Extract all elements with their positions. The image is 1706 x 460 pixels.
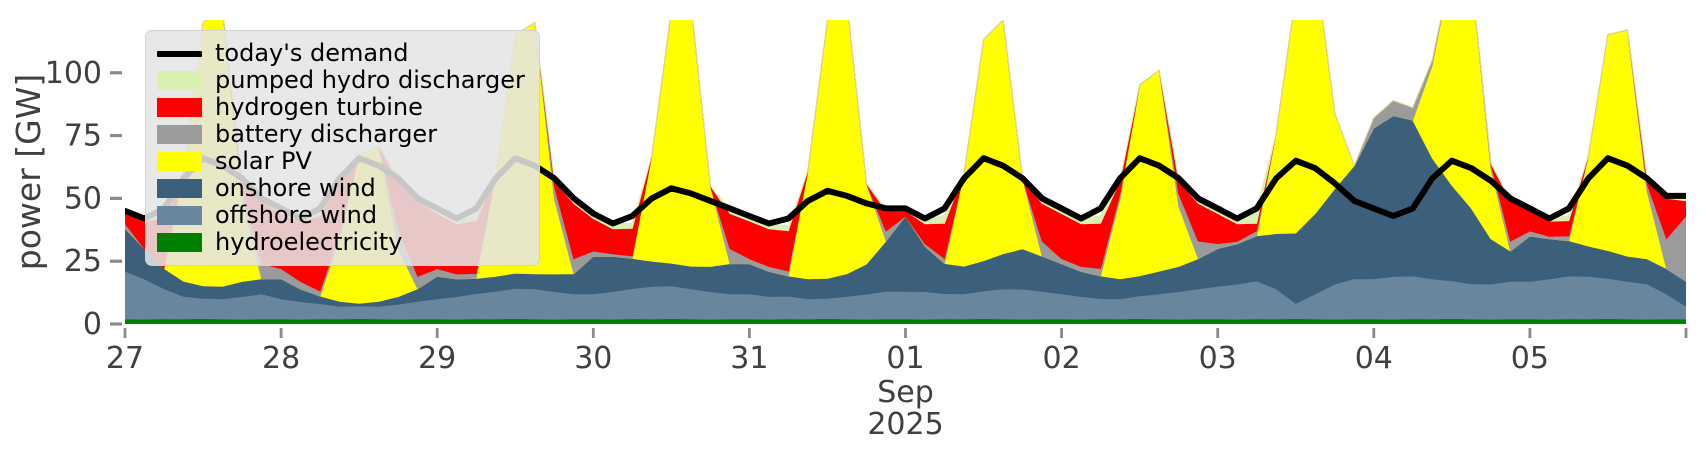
legend-label: battery discharger [215,120,438,148]
y-tick-label: 100 [45,56,102,91]
legend-item-solar-pv: solar PV [157,148,525,175]
legend-label: solar PV [215,147,312,175]
chart-legend: today's demand pumped hydro discharger hyd… [145,30,540,266]
hydrogen-turbine-swatch [157,98,202,117]
x-tick-label: 28 [262,341,300,376]
x-tick-label: 29 [418,341,456,376]
y-tick-label: 0 [83,307,102,342]
pumped-hydro-discharger-swatch [157,71,202,90]
legend-label: onshore wind [215,174,376,202]
legend-item-onshore-wind: onshore wind [157,175,525,202]
x-tick-label: 02 [1043,341,1081,376]
offshore-wind-swatch [157,206,202,225]
x-axis-year-label: 2025 [867,407,943,442]
legend-item-hydroelectricity: hydroelectricity [157,229,525,256]
legend-label: hydroelectricity [215,228,403,256]
x-tick-label: 03 [1199,341,1237,376]
x-tick-label: 30 [574,341,612,376]
legend-label: today's demand [215,39,409,67]
legend-item-battery-discharger: battery discharger [157,121,525,148]
x-tick-label: 31 [730,341,768,376]
legend-label: offshore wind [215,201,378,229]
y-tick-label: 75 [64,119,102,154]
y-axis-label: power [GW] [9,74,48,270]
x-tick-label: 05 [1511,341,1549,376]
y-tick-label: 25 [64,244,102,279]
onshore-wind-swatch [157,179,202,198]
legend-item-offshore-wind: offshore wind [157,202,525,229]
legend-label: hydrogen turbine [215,93,423,121]
x-tick-label: 01 [886,341,924,376]
x-tick-label: 04 [1355,341,1393,376]
y-tick-label: 50 [64,181,102,216]
legend-item-today-s-demand: today's demand [157,40,525,67]
legend-label: pumped hydro discharger [215,66,525,94]
solar-pv-swatch [157,152,202,171]
battery-discharger-swatch [157,125,202,144]
x-axis-month-label: Sep [877,375,934,410]
legend-item-pumped-hydro-discharger: pumped hydro discharger [157,67,525,94]
x-tick-label: 27 [106,341,144,376]
legend-item-hydrogen-turbine: hydrogen turbine [157,94,525,121]
today-s-demand-swatch [157,50,202,57]
hydroelectricity-swatch [157,233,202,252]
